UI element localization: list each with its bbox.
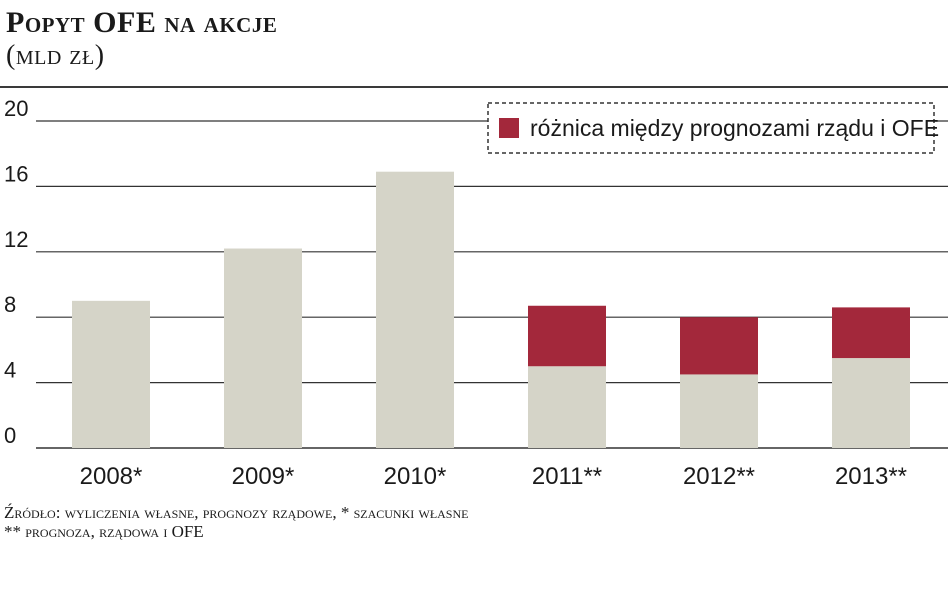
chart-subtitle: (mld zł) — [6, 40, 105, 71]
y-tick-label: 20 — [4, 96, 28, 121]
bar-segment-base — [224, 248, 302, 448]
legend: różnica między prognozami rządu i OFE — [487, 102, 939, 154]
source-line-2: ** prognoza, rządowa i OFE — [4, 522, 204, 541]
legend-label: różnica między prognozami rządu i OFE — [530, 115, 939, 141]
x-tick-label: 2013** — [835, 463, 907, 490]
gridlines — [36, 120, 948, 449]
bar-segment-difference — [528, 305, 606, 367]
x-tick-label: 2011** — [532, 463, 602, 490]
y-tick-label: 4 — [4, 358, 16, 383]
y-axis-ticks: 0 4 8 12 16 20 — [4, 96, 28, 448]
bar-segment-base — [376, 171, 454, 448]
bar-segment-difference — [832, 307, 910, 359]
bars — [72, 171, 910, 448]
source-note: Źródło: wyliczenia własne, prognozy rząd… — [4, 503, 468, 541]
y-tick-label: 0 — [4, 423, 16, 448]
bar-segment-difference — [680, 317, 758, 375]
legend-box — [487, 102, 935, 154]
source-line-1: Źródło: wyliczenia własne, prognozy rząd… — [4, 503, 469, 522]
y-tick-label: 12 — [4, 227, 28, 252]
bar-segment-base — [680, 374, 758, 448]
bar-segment-base — [72, 300, 150, 448]
x-tick-label: 2008* — [80, 463, 143, 490]
x-tick-label: 2010* — [384, 463, 447, 490]
bar-chart: 0 4 8 12 16 20 2008* 2009* 2010* 2011** 2012** 201… — [4, 96, 948, 490]
y-tick-label: 8 — [4, 292, 16, 317]
chart-title: Popyt OFE na akcje — [6, 6, 278, 39]
header-divider — [0, 86, 948, 88]
x-axis-ticks: 2008* 2009* 2010* 2011** 2012** 2013** — [80, 463, 907, 490]
x-tick-label: 2012** — [683, 463, 755, 490]
y-tick-label: 16 — [4, 161, 28, 186]
bar-segment-base — [528, 366, 606, 448]
legend-swatch — [499, 118, 519, 138]
x-tick-label: 2009* — [232, 463, 295, 490]
bar-segment-base — [832, 358, 910, 448]
